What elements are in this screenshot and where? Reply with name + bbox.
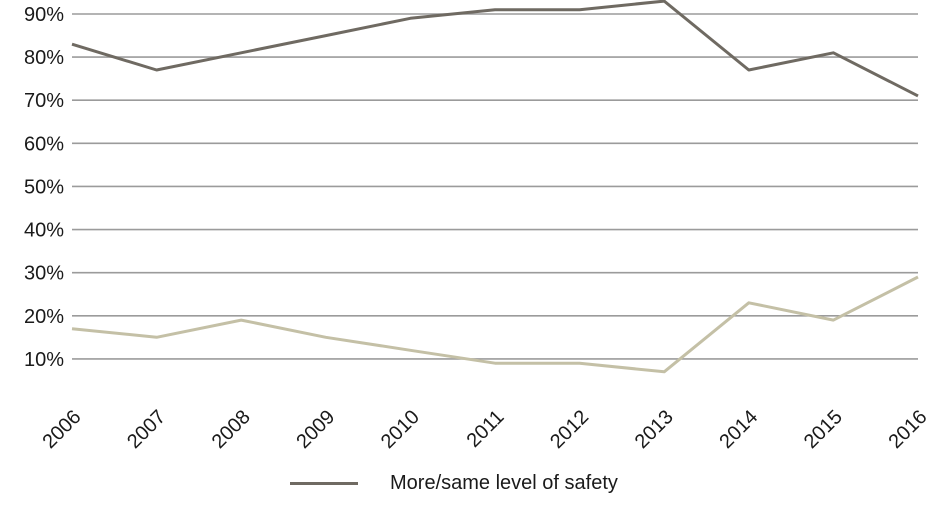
x-tick-label: 2013 — [631, 406, 678, 453]
x-tick-label: 2006 — [39, 406, 86, 453]
x-tick-label: 2014 — [715, 406, 762, 453]
x-tick-label: 2011 — [463, 406, 509, 452]
y-tick-label: 90% — [24, 4, 64, 26]
legend: More/same level of safety — [290, 472, 618, 495]
x-axis-ticks: 2006 2007 2008 2009 2010 2011 2012 2013 2014 2015… — [39, 406, 932, 453]
x-tick-label: 2008 — [208, 406, 255, 453]
legend-swatch-series-1 — [290, 482, 358, 485]
x-tick-label: 2009 — [292, 406, 339, 453]
series-line-2 — [71, 275, 919, 374]
y-tick-label: 80% — [24, 47, 64, 69]
legend-label-series-1: More/same level of safety — [390, 472, 618, 494]
y-tick-label: 20% — [24, 306, 64, 328]
y-tick-label: 30% — [24, 263, 64, 285]
series-lines — [71, 0, 919, 374]
gridlines — [72, 13, 918, 360]
y-tick-label: 70% — [24, 90, 64, 112]
y-tick-label: 40% — [24, 220, 64, 242]
x-tick-label: 2012 — [546, 406, 593, 453]
x-tick-label: 2016 — [885, 406, 932, 453]
x-tick-label: 2010 — [377, 406, 424, 453]
x-tick-label: 2015 — [800, 406, 847, 453]
y-tick-label: 50% — [24, 176, 64, 198]
y-tick-label: 60% — [24, 133, 64, 155]
y-tick-label: 10% — [24, 349, 64, 371]
y-axis-ticks: 10% 20% 30% 40% 50% 60% 70% 80% 90% — [24, 4, 64, 371]
x-tick-label: 2007 — [123, 406, 170, 453]
series-line-1 — [71, 0, 919, 98]
